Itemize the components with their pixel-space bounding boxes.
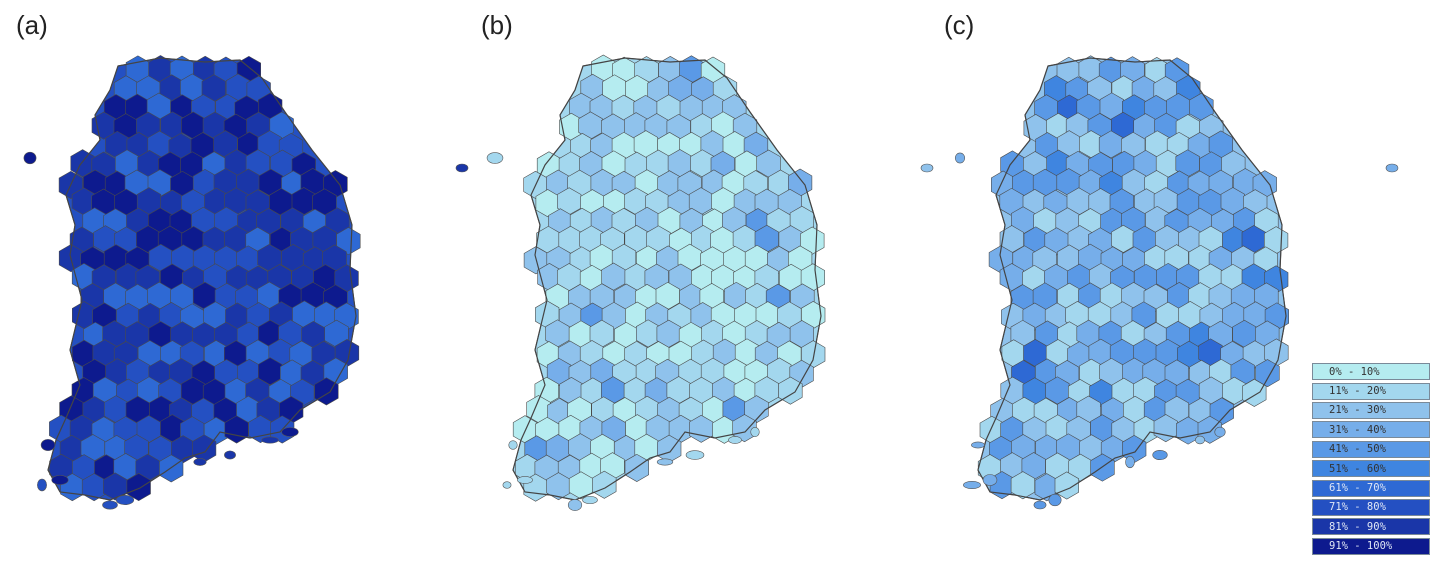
- legend-label: 71% - 80%: [1329, 501, 1386, 514]
- map-legend: 0% - 10% 11% - 20% 21% - 30% 31% - 40% 4…: [1312, 362, 1432, 556]
- legend-item: 91% - 100%: [1312, 537, 1432, 556]
- region: [1153, 414, 1178, 443]
- island: [115, 495, 135, 505]
- island: [508, 440, 518, 450]
- region: [1242, 378, 1267, 407]
- legend-swatch: 21% - 30%: [1312, 401, 1430, 419]
- region: [1010, 471, 1035, 500]
- island: [224, 450, 236, 460]
- region: [126, 473, 151, 502]
- legend-label: 31% - 40%: [1329, 423, 1386, 436]
- island: [750, 426, 760, 438]
- island: [971, 441, 985, 449]
- legend-label: 21% - 30%: [1329, 404, 1386, 417]
- remote-island: [920, 163, 934, 173]
- legend-label: 41% - 50%: [1329, 443, 1386, 456]
- island: [685, 450, 705, 460]
- island: [23, 151, 37, 165]
- island: [963, 480, 981, 490]
- region: [732, 414, 757, 443]
- island: [1214, 426, 1226, 438]
- island: [982, 474, 998, 486]
- remote-island: [1385, 163, 1399, 173]
- coastline: [47, 57, 357, 501]
- island: [502, 481, 512, 489]
- legend-item: 81% - 90%: [1312, 517, 1432, 536]
- island: [656, 458, 674, 466]
- legend-swatch: 41% - 50%: [1312, 440, 1430, 458]
- legend-swatch: 91% - 100%: [1312, 537, 1430, 555]
- island: [193, 458, 207, 466]
- region: [103, 472, 128, 501]
- legend-label: 51% - 60%: [1329, 462, 1386, 475]
- coastline: [512, 57, 822, 501]
- island: [582, 495, 598, 505]
- legend-label: 11% - 20%: [1329, 385, 1386, 398]
- panel-label-c: (c): [944, 10, 975, 40]
- remote-island: [455, 163, 469, 173]
- map-panel-b: (b): [465, 0, 935, 566]
- region: [257, 357, 283, 386]
- island: [1195, 435, 1205, 445]
- island: [1033, 500, 1047, 510]
- island: [102, 500, 118, 510]
- region: [689, 414, 714, 443]
- region: [778, 376, 803, 405]
- island: [1152, 450, 1168, 460]
- choropleth-map-c: [954, 55, 1399, 510]
- choropleth-map-b: [486, 54, 934, 511]
- island: [728, 436, 742, 444]
- region: [624, 453, 649, 482]
- region: [546, 357, 572, 386]
- island: [1125, 455, 1135, 469]
- island: [281, 427, 299, 437]
- region: [336, 227, 361, 256]
- island: [40, 439, 56, 451]
- region: [1197, 415, 1222, 444]
- region: [1255, 359, 1280, 388]
- panel-label-b: (b): [481, 10, 513, 40]
- legend-label: 81% - 90%: [1329, 520, 1386, 533]
- legend-swatch: 51% - 60%: [1312, 460, 1430, 478]
- legend-swatch: 71% - 80%: [1312, 498, 1430, 516]
- legend-item: 31% - 40%: [1312, 420, 1432, 439]
- region: [70, 149, 95, 178]
- legend-swatch: 11% - 20%: [1312, 382, 1430, 400]
- legend-label: 0% - 10%: [1329, 365, 1380, 378]
- legend-item: 0% - 10%: [1312, 362, 1432, 381]
- legend-item: 51% - 60%: [1312, 459, 1432, 478]
- region: [1054, 471, 1079, 500]
- legend-item: 11% - 20%: [1312, 381, 1432, 400]
- legend-item: 61% - 70%: [1312, 478, 1432, 497]
- region: [1121, 168, 1147, 197]
- legend-item: 71% - 80%: [1312, 498, 1432, 517]
- legend-swatch: 31% - 40%: [1312, 421, 1430, 439]
- island: [37, 478, 47, 492]
- island: [567, 499, 583, 511]
- legend-item: 21% - 30%: [1312, 401, 1432, 420]
- region: [1090, 453, 1115, 482]
- island: [517, 476, 533, 484]
- legend-swatch: 0% - 10%: [1312, 363, 1430, 381]
- island: [261, 436, 279, 444]
- island: [1048, 493, 1062, 507]
- legend-label: 91% - 100%: [1329, 540, 1393, 553]
- legend-swatch: 61% - 70%: [1312, 479, 1430, 497]
- island: [954, 152, 966, 164]
- map-panel-c: (c): [930, 0, 1400, 566]
- island: [51, 475, 69, 485]
- coastline: [977, 57, 1287, 501]
- legend-swatch: 81% - 90%: [1312, 518, 1430, 536]
- region: [800, 226, 825, 255]
- panel-label-a: (a): [16, 10, 48, 40]
- choropleth-map-a: [23, 55, 469, 510]
- region: [1098, 130, 1124, 159]
- legend-label: 61% - 70%: [1329, 482, 1386, 495]
- island: [486, 152, 504, 164]
- legend-item: 41% - 50%: [1312, 440, 1432, 459]
- region: [592, 470, 617, 499]
- map-panel-a: (a): [0, 0, 470, 566]
